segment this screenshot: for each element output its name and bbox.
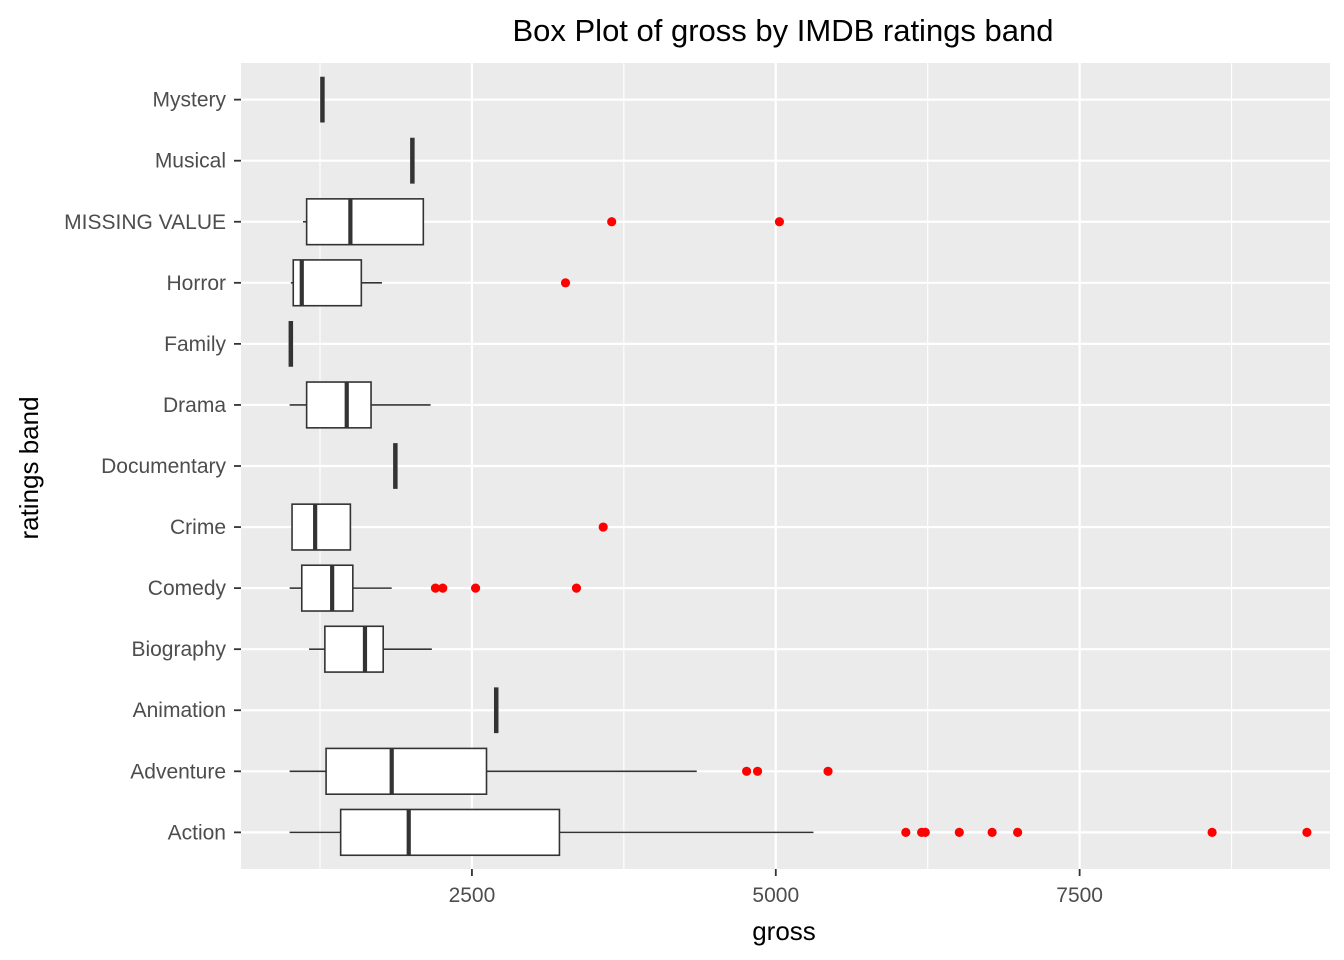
- box-layer: [288, 76, 814, 857]
- chart-title: Box Plot of gross by IMDB ratings band: [512, 13, 1053, 48]
- y-tick-label: Adventure: [130, 760, 226, 783]
- y-tick-label: Animation: [133, 699, 226, 722]
- y-tick-label: Horror: [166, 272, 226, 295]
- x-axis: 2500 5000 7500: [449, 869, 1103, 907]
- outlier-point: [752, 766, 763, 776]
- outlier-point: [774, 217, 785, 227]
- y-tick-label: Action: [168, 821, 226, 844]
- outlier-layer: [430, 217, 1312, 837]
- box-iqr: [339, 808, 561, 857]
- box-drama: [289, 381, 431, 429]
- box-comedy: [289, 564, 392, 612]
- y-tick-label: MISSING VALUE: [64, 211, 226, 234]
- y-tick-label: Crime: [170, 516, 226, 539]
- box-crime: [291, 503, 352, 551]
- outlier-point: [1207, 827, 1217, 837]
- y-tick-label: Biography: [131, 638, 226, 661]
- box-iqr: [305, 381, 372, 429]
- box-action: [289, 808, 814, 857]
- box-adventure: [289, 747, 697, 796]
- outlier-point: [823, 766, 833, 776]
- x-tick-label: 5000: [752, 884, 799, 907]
- x-tick-label: 2500: [449, 884, 496, 907]
- box-iqr: [292, 259, 363, 307]
- y-axis: Action Adventure Animation Biography Comedy C…: [64, 89, 241, 844]
- outlier-point: [430, 583, 441, 593]
- y-tick-label: Drama: [163, 394, 226, 417]
- plot-panel: [241, 63, 1330, 869]
- box-missing-value: [302, 198, 425, 246]
- outlier-point: [1013, 827, 1023, 837]
- outlier-point: [571, 583, 582, 593]
- outlier-point: [560, 278, 571, 288]
- outlier-point: [1302, 827, 1312, 837]
- box-horror: [290, 259, 382, 307]
- box-iqr: [305, 198, 425, 246]
- outlier-point: [954, 827, 964, 837]
- box-iqr: [291, 503, 352, 551]
- y-tick-label: Mystery: [153, 89, 227, 112]
- y-tick-label: Family: [164, 333, 226, 356]
- outlier-point: [438, 583, 448, 593]
- y-tick-label: Documentary: [101, 455, 226, 478]
- outlier-point: [470, 583, 481, 593]
- y-tick-label: Comedy: [148, 577, 227, 600]
- box-biography: [309, 625, 432, 673]
- x-axis-title: gross: [752, 916, 816, 946]
- outlier-point: [901, 827, 911, 837]
- box-iqr: [324, 625, 385, 673]
- outlier-point: [987, 827, 997, 837]
- outlier-point: [607, 217, 617, 227]
- box-iqr: [300, 564, 354, 612]
- y-tick-label: Musical: [155, 150, 226, 173]
- outlier-point: [742, 766, 752, 776]
- x-tick-label: 7500: [1056, 884, 1103, 907]
- outlier-point: [920, 827, 930, 837]
- box-iqr: [325, 747, 488, 796]
- y-axis-title: ratings band: [14, 396, 44, 539]
- outlier-point: [598, 522, 608, 532]
